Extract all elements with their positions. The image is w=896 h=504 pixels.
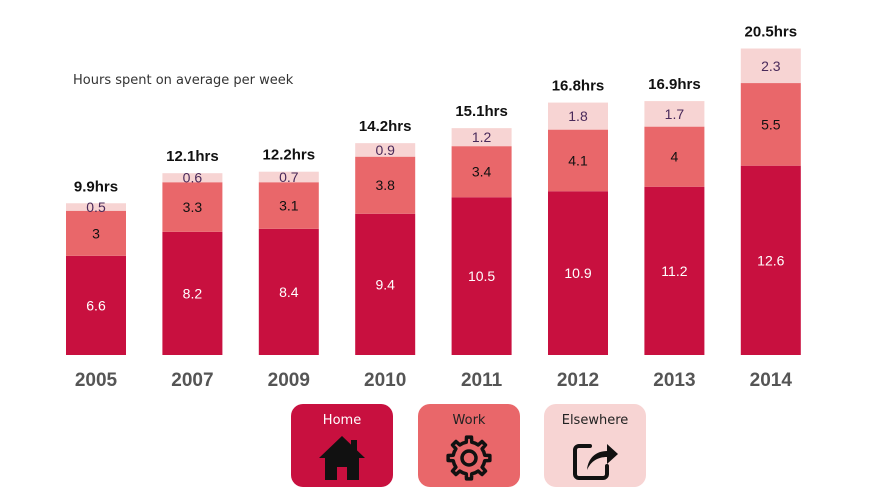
x-tick-2005: 2005 bbox=[75, 370, 118, 391]
value-label-home-2012: 10.9 bbox=[564, 265, 591, 281]
bar-home-2007 bbox=[162, 231, 223, 355]
value-label-work-2005: 3 bbox=[92, 225, 100, 241]
value-label-home-2009: 8.4 bbox=[279, 284, 299, 300]
value-label-home-2014: 12.6 bbox=[757, 252, 784, 268]
chart-subtitle: Hours spent on average per week bbox=[73, 73, 294, 88]
x-tick-2014: 2014 bbox=[750, 370, 793, 391]
value-label-elsewhere-2010: 0.9 bbox=[375, 142, 395, 158]
total-label-2013: 16.9hrs bbox=[648, 76, 701, 93]
x-tick-2013: 2013 bbox=[653, 370, 695, 391]
bar-work-2012 bbox=[548, 129, 608, 192]
value-label-work-2007: 3.3 bbox=[183, 199, 203, 215]
value-label-elsewhere-2011: 1.2 bbox=[472, 129, 492, 145]
bar-elsewhere-2013 bbox=[644, 101, 705, 127]
bar-home-2009 bbox=[258, 228, 319, 355]
bar-elsewhere-2011 bbox=[451, 128, 512, 147]
bar-home-2012 bbox=[548, 191, 608, 355]
bar-work-2009 bbox=[258, 182, 319, 229]
x-tick-2011: 2011 bbox=[461, 370, 503, 391]
bar-work-2007 bbox=[162, 182, 223, 232]
bar-elsewhere-2009 bbox=[258, 171, 319, 183]
value-label-home-2007: 8.2 bbox=[183, 285, 203, 301]
value-label-home-2011: 10.5 bbox=[468, 268, 495, 284]
total-label-2007: 12.1hrs bbox=[166, 148, 219, 165]
bar-work-2011 bbox=[451, 146, 512, 198]
x-tick-2010: 2010 bbox=[364, 370, 406, 391]
value-label-home-2010: 9.4 bbox=[375, 276, 395, 292]
value-label-work-2012: 4.1 bbox=[568, 152, 588, 168]
bar-elsewhere-2012 bbox=[548, 102, 608, 130]
x-tick-2009: 2009 bbox=[268, 370, 310, 391]
bar-work-2005 bbox=[66, 210, 126, 256]
bar-elsewhere-2007 bbox=[162, 173, 223, 183]
legend-elsewhere: Elsewhere bbox=[544, 404, 646, 487]
legend-work-label: Work bbox=[452, 413, 486, 428]
value-label-home-2005: 6.6 bbox=[86, 297, 106, 313]
total-label-2012: 16.8hrs bbox=[552, 78, 605, 95]
total-label-2005: 9.9hrs bbox=[74, 178, 118, 195]
value-label-work-2014: 5.5 bbox=[761, 116, 781, 132]
value-label-elsewhere-2005: 0.5 bbox=[86, 199, 106, 215]
legend-home: Home bbox=[291, 404, 393, 487]
bar-home-2013 bbox=[644, 186, 705, 355]
x-tick-2012: 2012 bbox=[557, 370, 599, 391]
share-icon bbox=[573, 444, 618, 480]
x-tick-2007: 2007 bbox=[171, 370, 213, 391]
total-label-2014: 20.5hrs bbox=[745, 24, 798, 41]
gear-icon bbox=[446, 435, 492, 481]
total-label-2009: 12.2hrs bbox=[263, 147, 316, 164]
bar-home-2010 bbox=[355, 213, 416, 355]
value-label-elsewhere-2007: 0.6 bbox=[183, 170, 203, 186]
value-label-home-2013: 11.2 bbox=[661, 263, 687, 279]
bar-work-2013 bbox=[644, 126, 705, 187]
bar-home-2005 bbox=[66, 255, 126, 355]
value-label-work-2011: 3.4 bbox=[472, 164, 492, 180]
value-label-elsewhere-2013: 1.7 bbox=[665, 106, 685, 122]
value-label-elsewhere-2009: 0.7 bbox=[279, 169, 299, 185]
value-label-elsewhere-2014: 2.3 bbox=[761, 58, 781, 74]
value-label-work-2009: 3.1 bbox=[279, 198, 299, 214]
legend-work: Work bbox=[418, 404, 520, 487]
bar-elsewhere-2010 bbox=[355, 143, 416, 157]
bar-home-2014 bbox=[740, 165, 801, 355]
house-icon bbox=[319, 436, 365, 480]
bar-elsewhere-2014 bbox=[740, 48, 801, 84]
legend-elsewhere-label: Elsewhere bbox=[561, 413, 629, 428]
total-label-2010: 14.2hrs bbox=[359, 118, 412, 135]
bar-work-2014 bbox=[740, 83, 801, 166]
total-label-2011: 15.1hrs bbox=[455, 103, 508, 120]
legend-home-label: Home bbox=[322, 413, 362, 428]
bar-home-2011 bbox=[451, 197, 512, 355]
bar-elsewhere-2005 bbox=[66, 203, 126, 211]
value-label-work-2013: 4 bbox=[671, 149, 679, 165]
value-label-work-2010: 3.8 bbox=[375, 177, 395, 193]
bar-work-2010 bbox=[355, 156, 416, 214]
value-label-elsewhere-2012: 1.8 bbox=[568, 108, 588, 124]
